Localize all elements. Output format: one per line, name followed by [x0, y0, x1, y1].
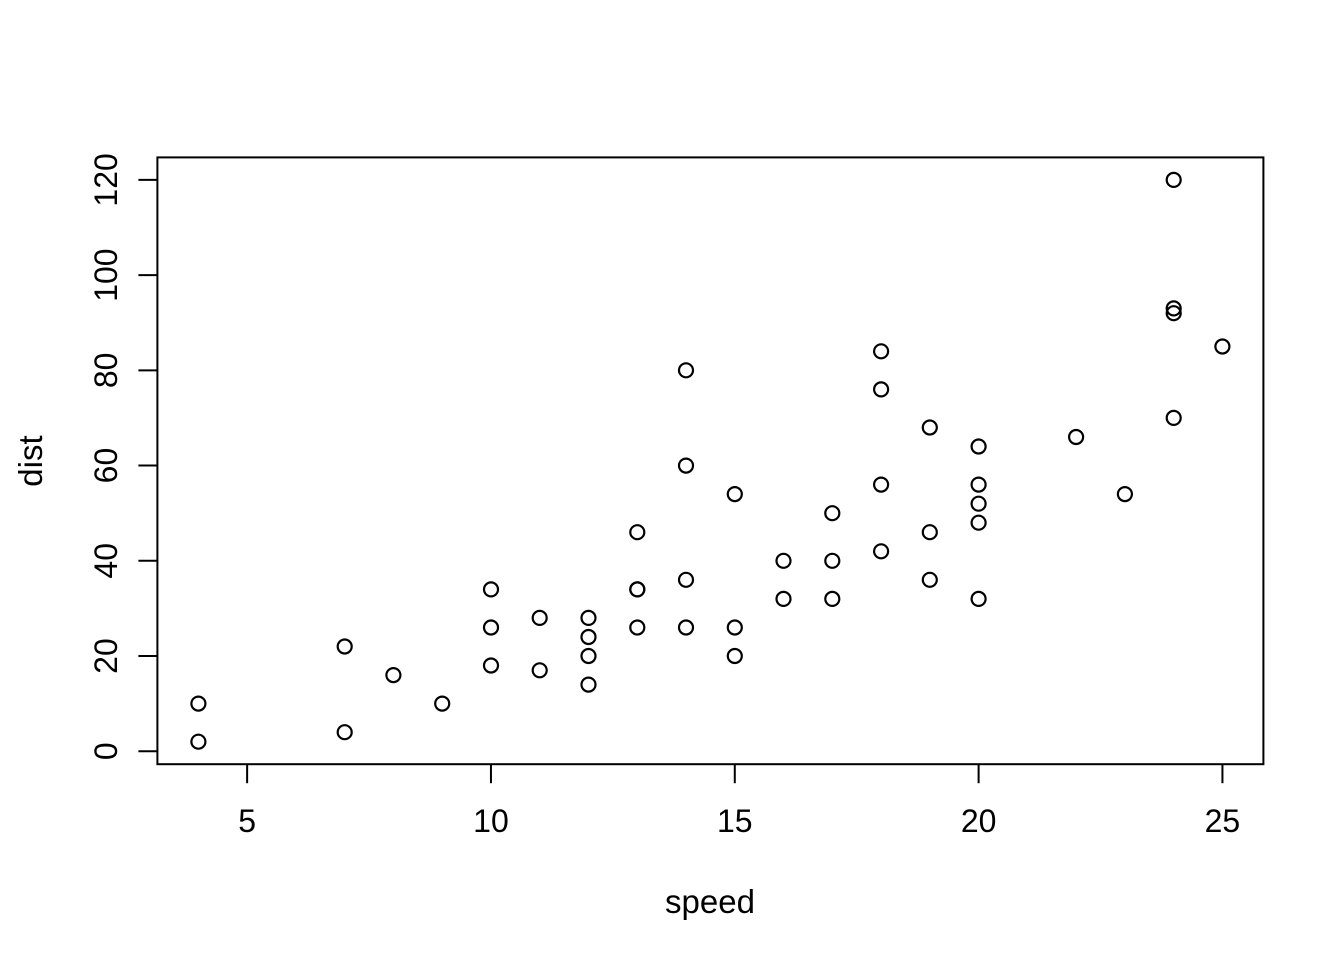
data-point [482, 657, 500, 674]
x-tick-label: 15 [717, 803, 753, 839]
data-point [1214, 338, 1231, 355]
data-point [629, 619, 646, 636]
data-point [385, 666, 402, 684]
x-tick-label: 25 [1205, 803, 1241, 839]
data-point [872, 476, 890, 493]
data-point [677, 619, 695, 636]
data-point [531, 609, 548, 627]
y-tick-label: 100 [88, 248, 124, 301]
x-tick-label: 10 [473, 803, 509, 839]
data-point [580, 676, 597, 693]
data-point [824, 505, 841, 522]
data-point [970, 495, 987, 512]
data-point [921, 571, 938, 588]
data-point [726, 619, 743, 636]
data-point [1116, 486, 1134, 503]
data-point [1165, 305, 1182, 322]
data-point [824, 552, 841, 569]
data-point [726, 647, 743, 665]
x-tick-label: 20 [961, 803, 997, 839]
x-axis: 5 10 15 20 25 [238, 764, 1240, 839]
data-point [629, 524, 646, 541]
data-point [970, 438, 987, 455]
data-point [1165, 171, 1182, 188]
x-tick-label: 5 [238, 803, 256, 839]
data-point [190, 733, 207, 750]
data-point [775, 552, 792, 569]
data-point [531, 662, 548, 679]
x-axis-title: speed [665, 883, 755, 920]
y-tick-label: 0 [88, 742, 124, 760]
data-point [677, 362, 695, 379]
data-point [336, 724, 353, 741]
y-tick-label: 120 [88, 153, 124, 206]
data-point [580, 628, 597, 646]
data-point [580, 609, 597, 627]
data-point [190, 695, 207, 712]
y-tick-label: 80 [88, 353, 124, 389]
data-point [677, 457, 695, 474]
data-point [482, 581, 500, 598]
y-tick-label: 40 [88, 543, 124, 579]
data-point [970, 476, 987, 493]
data-point [872, 543, 890, 560]
y-tick-label: 20 [88, 638, 124, 674]
data-point [872, 381, 890, 398]
y-axis-title: dist [12, 435, 49, 486]
data-points [190, 171, 1231, 750]
data-point [434, 695, 451, 712]
data-point [580, 647, 597, 665]
data-point [872, 343, 890, 360]
plot-border-box [156, 156, 1265, 766]
y-tick-label: 60 [88, 448, 124, 484]
y-axis: 0 20 40 60 80 100 120 [88, 153, 158, 760]
data-point [1067, 428, 1085, 446]
data-point [1165, 300, 1182, 317]
data-point [824, 590, 841, 608]
data-point [629, 581, 646, 598]
data-point [970, 514, 987, 531]
data-point [677, 571, 695, 588]
data-point [921, 419, 938, 436]
data-point [726, 486, 743, 503]
data-point [921, 524, 938, 541]
data-point [775, 590, 792, 608]
data-point [1165, 409, 1182, 426]
data-point [336, 638, 353, 655]
data-point [482, 619, 500, 636]
data-point [970, 590, 987, 608]
